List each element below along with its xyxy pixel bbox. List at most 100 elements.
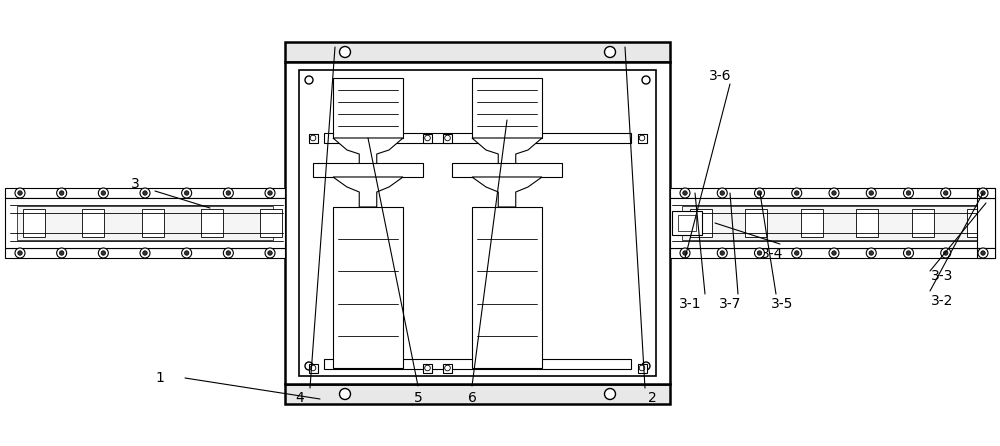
Bar (142, 209, 164, 237)
Bar (977, 248, 995, 258)
Text: 1: 1 (156, 371, 164, 385)
Circle shape (98, 248, 108, 258)
Circle shape (794, 191, 799, 195)
Circle shape (866, 188, 876, 198)
Circle shape (140, 248, 150, 258)
Circle shape (226, 251, 231, 255)
Circle shape (265, 188, 275, 198)
Text: 3-1: 3-1 (679, 297, 701, 311)
Text: 3-3: 3-3 (931, 269, 953, 283)
Circle shape (642, 362, 650, 370)
Bar (452, 163, 562, 177)
Circle shape (792, 188, 802, 198)
Circle shape (755, 248, 765, 258)
Bar (285, 42, 670, 62)
Circle shape (978, 188, 988, 198)
Circle shape (869, 251, 874, 255)
Circle shape (143, 191, 147, 195)
Text: 3-2: 3-2 (931, 294, 953, 308)
Circle shape (182, 248, 192, 258)
Circle shape (829, 248, 839, 258)
Bar (333, 207, 403, 368)
Circle shape (226, 191, 231, 195)
Circle shape (57, 248, 67, 258)
Circle shape (906, 251, 911, 255)
Circle shape (604, 388, 616, 400)
Circle shape (15, 248, 25, 258)
Circle shape (143, 251, 147, 255)
Circle shape (794, 251, 799, 255)
Circle shape (223, 248, 233, 258)
Circle shape (18, 251, 22, 255)
Circle shape (98, 188, 108, 198)
Bar (638, 363, 647, 372)
Bar (313, 163, 423, 177)
Bar (23, 209, 45, 237)
Circle shape (755, 188, 765, 198)
Circle shape (425, 135, 430, 141)
Circle shape (140, 188, 150, 198)
Circle shape (182, 188, 192, 198)
Bar (260, 209, 282, 237)
Circle shape (101, 251, 106, 255)
Circle shape (59, 251, 64, 255)
Circle shape (445, 365, 450, 371)
Bar (912, 209, 934, 237)
Bar (977, 198, 995, 248)
Bar (324, 133, 631, 143)
Circle shape (832, 251, 836, 255)
Bar (309, 363, 318, 372)
Circle shape (717, 248, 727, 258)
Circle shape (904, 248, 914, 258)
Circle shape (223, 188, 233, 198)
Bar (299, 70, 656, 376)
Text: 4: 4 (296, 391, 304, 405)
Circle shape (941, 248, 951, 258)
Circle shape (680, 248, 690, 258)
Bar (333, 78, 403, 138)
Circle shape (866, 248, 876, 258)
Circle shape (757, 251, 762, 255)
Bar (324, 359, 631, 369)
Circle shape (445, 135, 450, 141)
Bar (670, 198, 995, 248)
Polygon shape (333, 138, 403, 170)
Bar (309, 133, 318, 143)
Circle shape (639, 365, 645, 371)
Text: 3: 3 (131, 177, 139, 191)
Bar (690, 209, 712, 237)
Bar (82, 209, 104, 237)
Bar (17, 206, 273, 240)
Text: 2: 2 (648, 391, 656, 405)
Bar (5, 248, 285, 258)
Circle shape (720, 251, 724, 255)
Circle shape (981, 191, 985, 195)
Bar (472, 207, 542, 368)
Circle shape (310, 135, 316, 141)
Bar (801, 209, 823, 237)
Circle shape (340, 46, 351, 58)
Polygon shape (472, 177, 542, 207)
Bar (5, 198, 285, 248)
Bar (672, 211, 702, 235)
Circle shape (639, 135, 645, 141)
Bar (443, 363, 452, 372)
Circle shape (757, 191, 762, 195)
Bar (977, 188, 995, 198)
Circle shape (941, 188, 951, 198)
Circle shape (15, 188, 25, 198)
Bar (856, 209, 878, 237)
Bar (423, 363, 432, 372)
Bar (678, 215, 696, 231)
Circle shape (425, 365, 430, 371)
Circle shape (265, 248, 275, 258)
Bar (443, 133, 452, 143)
Circle shape (305, 76, 313, 84)
Circle shape (604, 46, 616, 58)
Text: 3-7: 3-7 (719, 297, 741, 311)
Bar (285, 62, 670, 384)
Circle shape (18, 191, 22, 195)
Circle shape (978, 248, 988, 258)
Bar (285, 384, 670, 404)
Circle shape (906, 191, 911, 195)
